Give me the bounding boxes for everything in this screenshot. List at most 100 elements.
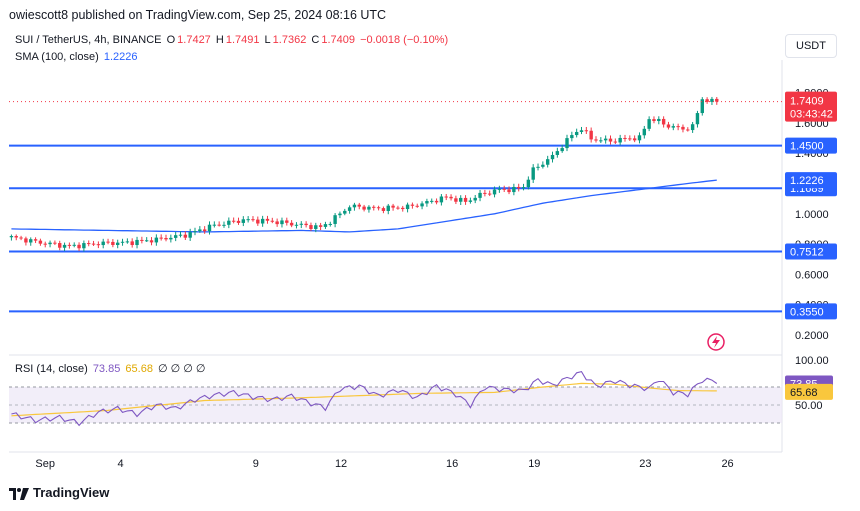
open-label: O [166,34,176,46]
candle-body [116,242,120,245]
candle-body [294,224,299,226]
candle-body [715,98,719,102]
candle-body [676,126,680,128]
candle-body [260,218,265,224]
candle-body [149,240,154,243]
candle-body [87,243,91,245]
candle-body [135,239,139,246]
candle-body [178,234,183,236]
candle-body [222,224,226,226]
candle-body [584,130,589,132]
candle-body [289,222,294,226]
candle-body [82,243,86,249]
candle-body [120,241,125,243]
candle-body [473,197,477,201]
candle-body [483,192,487,194]
candle-body [434,200,439,203]
time-tick-label: Sep [35,458,55,470]
candle-body [574,131,579,136]
candle-body [415,205,419,207]
time-tick-label: 19 [528,458,540,470]
candle-body [468,200,473,202]
event-icon-ring [707,333,725,351]
low-label: L [264,34,271,46]
candle-body [521,187,526,189]
candle-body [550,154,555,160]
rsi-label[interactable]: RSI (14, close) [15,363,88,375]
chart-canvas[interactable]: 0.20000.40000.60000.80001.00001.20001.40… [0,30,860,480]
time-tick-label: 12 [335,458,347,470]
time-tick-label: 4 [118,458,124,470]
candle-body [169,237,173,240]
rsi-tick-label: 50.00 [795,400,823,412]
candle-body [560,148,564,152]
candle-body [372,206,376,208]
chart-area[interactable]: 0.20000.40000.60000.80001.00001.20001.40… [0,30,860,480]
close-label: C [311,34,320,46]
candle-body [666,124,671,128]
candle-body [391,205,395,208]
legend-sma: SMA (100, close) 1.2226 [15,51,139,63]
candle-body [207,224,212,232]
rsi-ma-line [11,382,717,417]
candle-body [526,179,531,188]
candle-body [357,204,361,207]
candle-body [24,238,28,243]
candle-body [420,203,424,207]
legend-rsi: RSI (14, close) 73.85 65.68 ∅ ∅ ∅ ∅ [15,362,208,375]
candle-body [681,126,685,130]
candle-body [444,196,448,198]
candle-body [333,215,337,224]
candle-body [565,138,569,149]
candle-body [43,243,47,245]
candle-body [599,140,603,142]
candle-body [130,241,134,246]
legend-main: SUI / TetherUS, 4h, BINANCE O 1.7427 H 1.7… [15,34,450,46]
candle-body [125,241,130,243]
price-tick-label: 0.6000 [795,269,829,281]
candle-body [454,198,458,202]
candle-body [106,241,110,243]
candle-body [555,151,560,155]
candle-body [212,224,217,226]
candle-body [545,159,550,165]
candle-body [275,221,279,225]
candle-body [579,130,584,132]
currency-button[interactable]: USDT [785,34,837,58]
candle-body [236,220,241,223]
footer: TradingView [9,485,109,500]
footer-brand[interactable]: TradingView [33,485,110,500]
candle-body [299,223,303,225]
candle-body [328,223,332,225]
time-tick-label: 9 [253,458,259,470]
time-tick-label: 16 [446,458,458,470]
candle-body [101,241,105,246]
candle-body [251,219,255,221]
close-value: 1.7409 [321,34,355,46]
candle-body [183,234,188,238]
candle-body [140,239,144,241]
sma-label[interactable]: SMA (100, close) [15,51,99,63]
candle-body [439,196,444,203]
level-label-box [785,137,837,154]
candle-body [695,113,700,125]
legend-symbol[interactable]: SUI / TetherUS, 4h, BINANCE [15,34,162,46]
candle-body [96,244,101,246]
rsi-line [11,370,718,427]
candle-body [628,138,632,140]
rsi-tick-label: 100.00 [795,355,829,367]
candle-body [270,220,275,222]
candle-body [488,193,492,195]
candle-body [38,240,43,244]
rsi-value: 73.85 [92,363,121,375]
rsi-extra-values: ∅ ∅ ∅ ∅ [158,363,206,375]
tradingview-logo-icon [9,487,29,500]
candle-body [144,240,149,242]
candle-body [594,139,598,141]
candle-body [265,218,270,221]
candle-body [111,241,115,245]
candle-body [154,237,159,243]
level-label: 0.7512 [790,246,824,258]
candle-body [637,135,642,141]
high-value: 1.7491 [225,34,260,46]
